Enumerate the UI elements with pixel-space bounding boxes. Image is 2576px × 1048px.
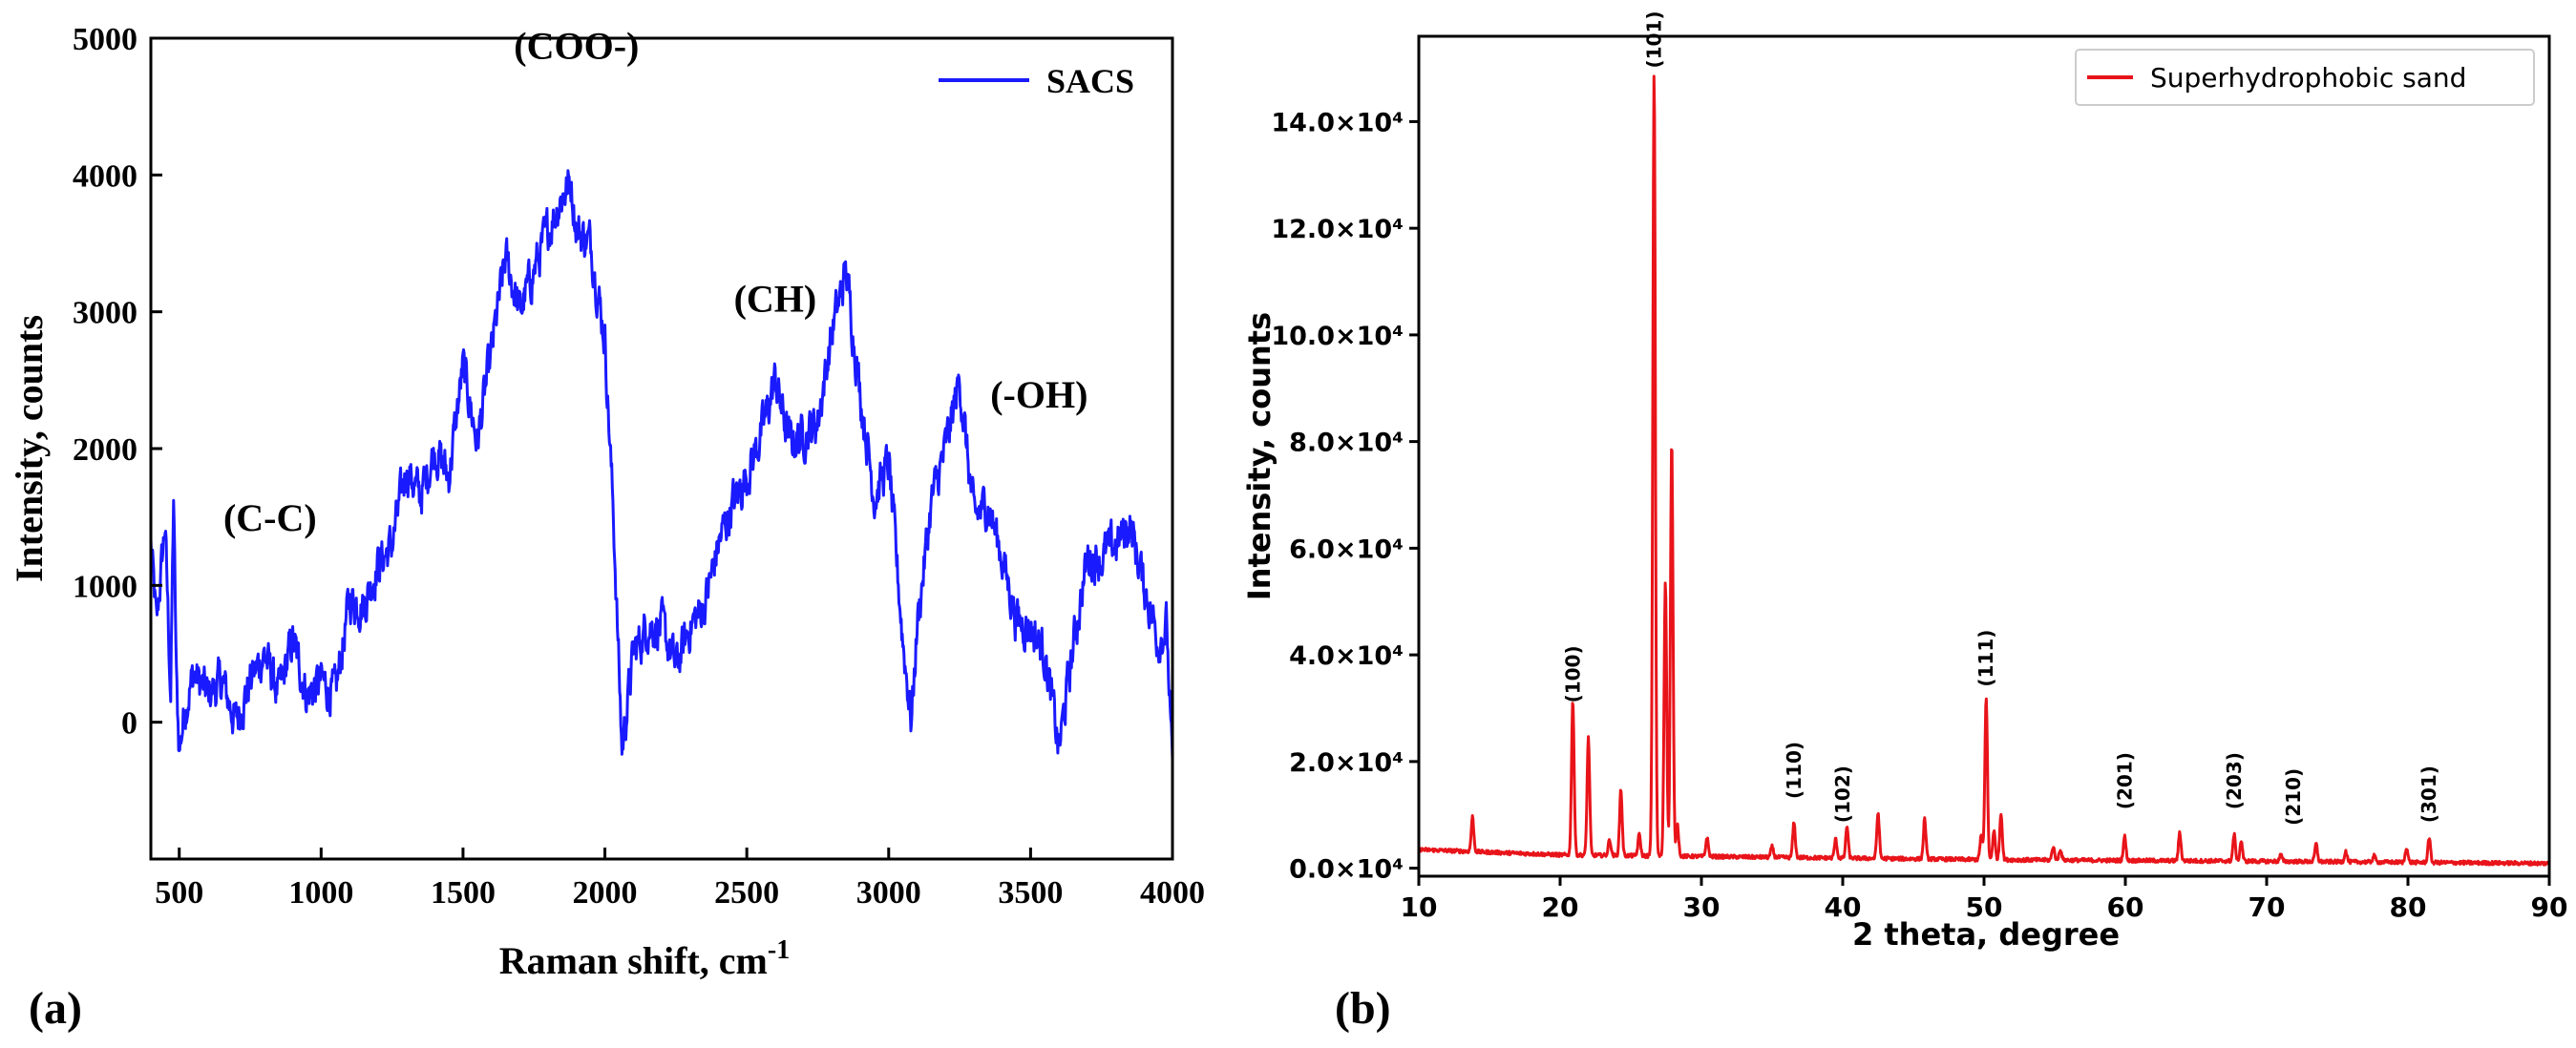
x-tick-label: 30 (1683, 891, 1721, 923)
y-tick-label: 14.0×10⁴ (1271, 108, 1404, 137)
series-line-superhydrophobic-sand (1417, 74, 2550, 867)
panel-b-ticks: 10 20 30 40 50 60 70 80 90 0.0×10⁴ 2.0×10⁴ 4.0×10⁴ 6… (1271, 108, 2567, 923)
xrd-series-group (1417, 74, 2550, 867)
peak-annotation: (110) (1783, 742, 1805, 799)
x-tick-label: 80 (2390, 891, 2427, 923)
legend-label-sacs: SACS (1046, 62, 1134, 100)
x-tick-label: 60 (2107, 891, 2144, 923)
x-tick-label: 3000 (856, 875, 921, 911)
legend-box (2075, 49, 2535, 106)
x-tick-label: 90 (2531, 891, 2568, 923)
peak-annotation: (102) (1831, 765, 1854, 823)
y-tick-label: 6.0×10⁴ (1289, 534, 1404, 564)
panel-a-y-axis-label: Intensity, counts (8, 315, 51, 582)
panel-b-xrd-chart: 10 20 30 40 50 60 70 80 90 0.0×10⁴ 2.0×10⁴ 4.0×10⁴ 6… (1241, 10, 2567, 1034)
x-tick-label: 50 (1966, 891, 2003, 923)
x-tick-label: 2500 (714, 875, 779, 911)
peak-annotation: (100) (1561, 645, 1584, 702)
panel-a-x-axis-label: Raman shift, cm-1 (499, 935, 790, 982)
legend-label-superhydrophobic-sand: Superhydrophobic sand (2150, 62, 2466, 94)
peak-annotation: (210) (2282, 768, 2305, 826)
x-axis-label-superscript: -1 (768, 935, 790, 965)
y-tick-label: 4.0×10⁴ (1289, 641, 1404, 671)
x-tick-label: 2000 (573, 875, 638, 911)
x-tick-label: 4000 (1140, 875, 1205, 911)
peak-annotation: (111) (1974, 630, 1997, 687)
x-tick-label: 1500 (431, 875, 496, 911)
series-line-sacs (149, 169, 1174, 761)
peak-annotation: (COO-) (514, 25, 639, 68)
x-tick-label: 3500 (998, 875, 1063, 911)
x-axis-label-main: Raman shift, cm (499, 939, 768, 982)
panel-b-legend: Superhydrophobic sand (2075, 49, 2535, 106)
peak-annotation: (101) (1642, 10, 1665, 68)
y-tick-label: 12.0×10⁴ (1271, 215, 1404, 244)
panel-a-legend: SACS (939, 62, 1134, 100)
panel-b-label: (b) (1335, 983, 1391, 1034)
y-tick-label: 8.0×10⁴ (1289, 429, 1404, 458)
peak-annotation: (CH) (734, 278, 817, 321)
panel-a-label: (a) (29, 983, 82, 1034)
y-tick-label: 3000 (73, 296, 137, 331)
panel-a-annotations: (C-C) (COO-) (CH) (-OH) (223, 25, 1087, 540)
y-tick-label: 4000 (73, 158, 137, 194)
x-tick-label: 70 (2249, 891, 2286, 923)
peak-annotation: (C-C) (223, 496, 317, 539)
y-tick-label: 10.0×10⁴ (1271, 322, 1404, 351)
x-tick-label: 1000 (288, 875, 353, 911)
panel-a-raman-chart: 500 1000 1500 2000 2500 3000 3500 4000 0 1000 2000… (8, 22, 1205, 1034)
y-tick-label: 1000 (73, 569, 137, 604)
raman-series-group (149, 169, 1174, 761)
panel-b-x-axis-label: 2 theta, degree (1852, 916, 2120, 953)
x-tick-label: 20 (1542, 891, 1579, 923)
y-tick-label: 0.0×10⁴ (1289, 855, 1404, 885)
peak-annotation: (201) (2113, 752, 2136, 809)
y-tick-label: 2.0×10⁴ (1289, 748, 1404, 778)
panel-b-y-axis-label: Intensity, counts (1241, 312, 1277, 600)
panel-a-plot-frame (149, 36, 1174, 861)
x-tick-label: 500 (155, 875, 203, 911)
peak-annotation: (203) (2223, 752, 2246, 809)
peak-annotation: (-OH) (990, 373, 1087, 416)
y-tick-label: 0 (121, 706, 137, 742)
panel-b-annotations: (101) (100) (110) (102) (111) (201) (203) (210)… (1561, 10, 2440, 825)
x-tick-label: 10 (1401, 891, 1438, 923)
x-tick-label: 40 (1825, 891, 1862, 923)
peak-annotation: (301) (2418, 765, 2440, 823)
panel-a-ticks: 500 1000 1500 2000 2500 3000 3500 4000 0 1000 2000… (73, 22, 1205, 911)
y-tick-label: 5000 (73, 22, 137, 57)
y-tick-label: 2000 (73, 432, 137, 468)
